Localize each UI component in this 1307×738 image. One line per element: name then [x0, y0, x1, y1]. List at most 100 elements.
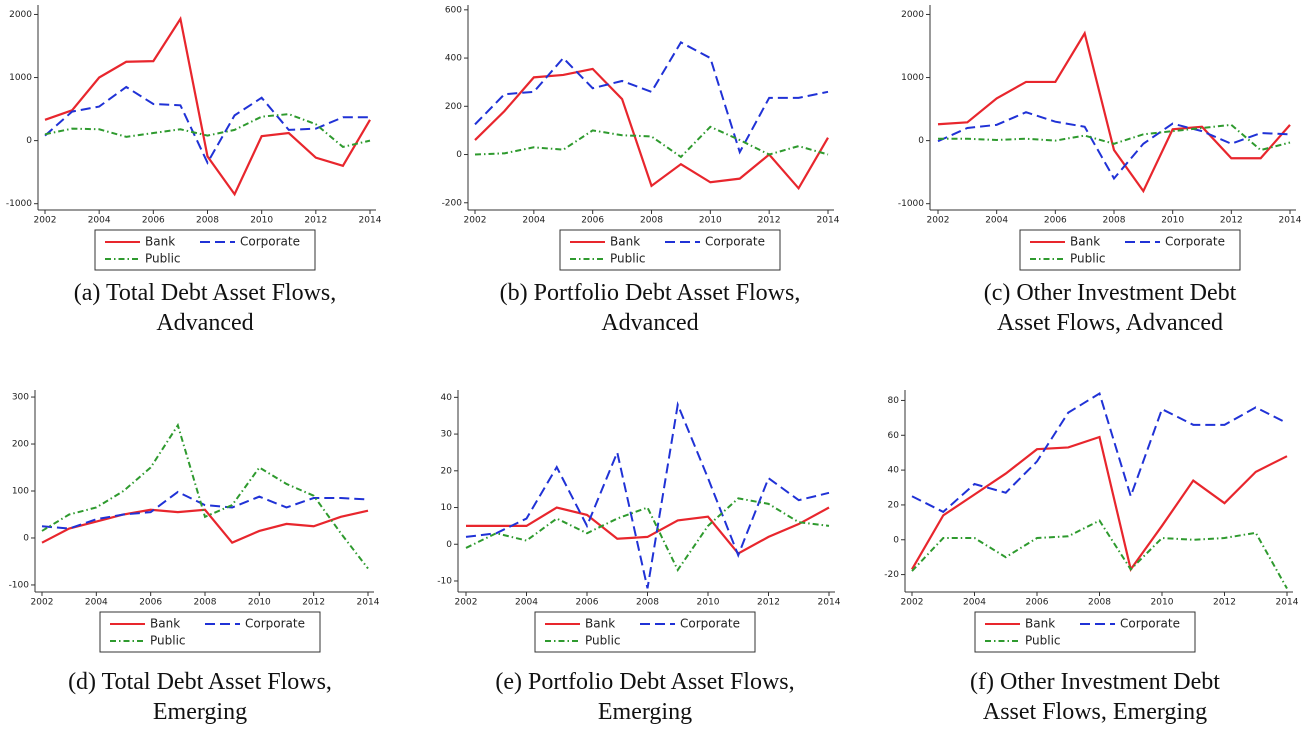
- series-line: [474, 125, 829, 159]
- x-tick-label: 2012: [757, 598, 780, 608]
- x-tick-label: 2010: [250, 216, 273, 226]
- x-tick-label: 2012: [304, 216, 327, 226]
- y-tick-label: -10: [437, 576, 452, 586]
- legend-label: Public: [585, 634, 621, 648]
- caption: (e) Portfolio Debt Asset Flows, Emerging: [495, 669, 795, 725]
- legend-box: [534, 611, 756, 653]
- legend-box: [99, 611, 321, 653]
- series-line: [44, 15, 371, 197]
- series-line: [41, 490, 369, 530]
- caption: (d) Total Debt Asset Flows, Emerging: [68, 669, 332, 725]
- x-tick-label: 2012: [302, 598, 325, 608]
- x-tick-label: 2002: [31, 598, 54, 608]
- legend-label: Corporate: [1120, 617, 1180, 631]
- legend-label: Corporate: [1165, 235, 1225, 249]
- series-line: [466, 506, 830, 555]
- x-tick-label: 2004: [515, 598, 538, 608]
- y-tick-label: 1000: [901, 73, 924, 83]
- x-tick-label: 2006: [1026, 598, 1049, 608]
- x-tick-label: 2010: [697, 598, 720, 608]
- legend-box: [1019, 229, 1241, 271]
- x-tick-label: 2012: [758, 216, 781, 226]
- y-tick-label: 100: [12, 487, 29, 497]
- legend-label: Corporate: [680, 617, 740, 631]
- y-tick-label: 200: [445, 102, 462, 112]
- series-line: [911, 391, 1288, 514]
- legend-label: Bank: [610, 235, 640, 249]
- x-tick-label: 2002: [901, 598, 924, 608]
- x-tick-label: 2008: [1103, 216, 1126, 226]
- series-line: [474, 67, 829, 191]
- x-tick-label: 2014: [1279, 216, 1302, 226]
- x-tick-label: 2002: [34, 216, 57, 226]
- x-tick-label: 2008: [196, 216, 219, 226]
- legend-label: Public: [1025, 634, 1061, 648]
- x-tick-label: 2006: [581, 216, 604, 226]
- series-line: [41, 422, 369, 570]
- x-tick-label: 2008: [636, 598, 659, 608]
- y-tick-label: 60: [888, 431, 900, 441]
- x-tick-label: 2004: [522, 216, 545, 226]
- series-line: [937, 30, 1291, 194]
- y-tick-label: 200: [12, 440, 29, 450]
- series-line: [937, 111, 1291, 181]
- y-tick-label: 600: [445, 5, 462, 15]
- y-tick-label: -20: [884, 570, 899, 580]
- x-tick-label: 2012: [1220, 216, 1243, 226]
- series-line: [41, 508, 369, 545]
- legend-label: Bank: [1025, 617, 1055, 631]
- x-tick-label: 2004: [985, 216, 1008, 226]
- y-tick-label: 0: [893, 535, 899, 545]
- x-tick-label: 2014: [818, 598, 841, 608]
- x-tick-label: 2008: [194, 598, 217, 608]
- y-tick-label: 0: [23, 533, 29, 543]
- legend-label: Corporate: [245, 617, 305, 631]
- y-tick-label: 30: [441, 430, 453, 440]
- y-tick-label: 300: [12, 393, 29, 403]
- legend-box: [974, 611, 1196, 653]
- legend-label: Corporate: [240, 235, 300, 249]
- series-line: [911, 435, 1288, 572]
- series-line: [938, 123, 1291, 152]
- y-tick-label: -200: [442, 198, 463, 208]
- series-line: [474, 41, 829, 155]
- y-tick-label: 400: [445, 54, 462, 64]
- x-tick-label: 2004: [963, 598, 986, 608]
- legend-label: Bank: [585, 617, 615, 631]
- x-tick-label: 2006: [139, 598, 162, 608]
- caption: (f) Other Investment Debt Asset Flows, E…: [970, 669, 1220, 725]
- y-tick-label: 40: [441, 393, 453, 403]
- series-line: [44, 85, 370, 165]
- y-tick-label: 2000: [9, 10, 32, 20]
- y-tick-label: 0: [918, 136, 924, 146]
- y-tick-label: 40: [888, 466, 900, 476]
- x-tick-label: 2010: [699, 216, 722, 226]
- x-tick-label: 2014: [359, 216, 382, 226]
- legend-box: [559, 229, 781, 271]
- x-tick-label: 2010: [248, 598, 271, 608]
- legend-label: Public: [610, 252, 646, 266]
- y-tick-label: 0: [456, 150, 462, 160]
- x-tick-label: 2006: [576, 598, 599, 608]
- x-tick-label: 2006: [1044, 216, 1067, 226]
- y-tick-label: 0: [26, 136, 32, 146]
- legend-label: Public: [150, 634, 186, 648]
- legend-label: Public: [145, 252, 181, 266]
- x-tick-label: 2008: [640, 216, 663, 226]
- series-line: [911, 519, 1288, 590]
- series-line: [465, 497, 830, 572]
- y-tick-label: 80: [888, 396, 900, 406]
- series-line: [465, 401, 830, 589]
- legend-label: Bank: [150, 617, 180, 631]
- caption: (b) Portfolio Debt Asset Flows, Advanced: [499, 280, 801, 336]
- y-tick-label: 20: [888, 500, 900, 510]
- y-tick-label: -1000: [6, 199, 32, 209]
- legend-label: Public: [1070, 252, 1106, 266]
- series-line: [44, 113, 371, 149]
- x-tick-label: 2002: [927, 216, 950, 226]
- y-tick-label: -1000: [898, 199, 924, 209]
- legend-box: [94, 229, 316, 271]
- x-tick-label: 2010: [1161, 216, 1184, 226]
